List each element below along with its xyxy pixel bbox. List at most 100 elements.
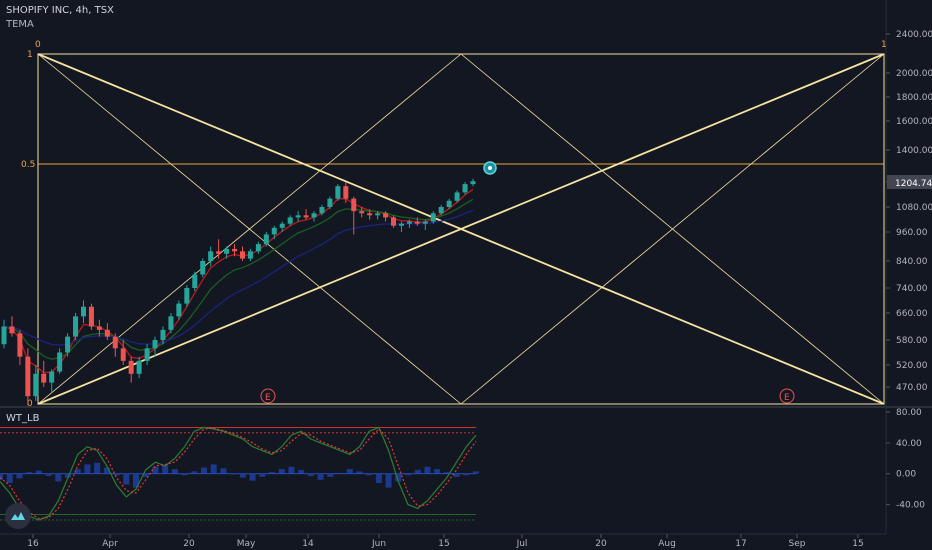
candle[interactable]: [430, 211, 436, 224]
wt-histogram-bar: [16, 473, 23, 479]
wt-lb-panel[interactable]: [0, 426, 479, 521]
candle[interactable]: [239, 246, 245, 262]
candle-body: [232, 248, 238, 252]
candle-body: [446, 200, 452, 207]
candle[interactable]: [438, 204, 444, 216]
candle[interactable]: [367, 209, 373, 220]
candle[interactable]: [263, 232, 269, 247]
candle[interactable]: [351, 196, 357, 235]
candle[interactable]: [144, 344, 150, 365]
candle[interactable]: [176, 300, 182, 320]
fib-label-half: 0.5: [21, 160, 35, 170]
wt-lb-label[interactable]: WT_LB: [6, 413, 40, 424]
candle-body: [152, 340, 158, 349]
earnings-marker-1[interactable]: E: [260, 388, 276, 404]
candle[interactable]: [303, 209, 309, 220]
candle[interactable]: [49, 369, 55, 392]
symbol-title[interactable]: SHOPIFY INC, 4h, TSX: [6, 5, 114, 16]
candle[interactable]: [216, 239, 222, 259]
candle[interactable]: [160, 326, 166, 345]
candle[interactable]: [17, 329, 23, 365]
candle[interactable]: [271, 225, 277, 240]
candle[interactable]: [232, 244, 238, 257]
candle[interactable]: [247, 248, 253, 261]
earnings-marker-label: E: [784, 393, 790, 403]
wt-histogram-bar: [94, 462, 101, 474]
time-tick-label: May: [237, 539, 256, 549]
wt-histogram-bar: [288, 466, 295, 474]
fib-time-zone-box[interactable]: [37, 53, 885, 405]
candle[interactable]: [1, 319, 7, 349]
candle[interactable]: [359, 207, 365, 218]
candle[interactable]: [192, 271, 198, 292]
price-alert-marker[interactable]: [483, 161, 497, 175]
candle[interactable]: [41, 360, 47, 387]
candle[interactable]: [335, 184, 341, 201]
candle[interactable]: [255, 241, 261, 254]
candle[interactable]: [414, 217, 420, 226]
wt-histogram-bar: [210, 464, 217, 474]
candle[interactable]: [25, 348, 31, 406]
candle[interactable]: [88, 303, 94, 330]
candle-body: [184, 288, 190, 304]
wt-histogram-bar: [337, 472, 343, 474]
candle[interactable]: [470, 178, 476, 187]
candle[interactable]: [422, 219, 428, 230]
candle[interactable]: [168, 313, 174, 334]
candle[interactable]: [383, 211, 389, 222]
time-tick-label: 16: [27, 539, 39, 549]
indicator-name[interactable]: TEMA: [6, 19, 34, 30]
candle[interactable]: [343, 182, 349, 203]
wt-lb-axis[interactable]: 80.00 40.00 0.00 -40.00: [886, 408, 925, 511]
candle[interactable]: [96, 319, 102, 337]
candle[interactable]: [279, 221, 285, 232]
candle[interactable]: [446, 198, 452, 210]
candle[interactable]: [80, 300, 86, 324]
candle[interactable]: [287, 215, 293, 226]
price-candles[interactable]: [1, 178, 476, 406]
candle[interactable]: [224, 246, 230, 259]
candle[interactable]: [406, 219, 412, 228]
current-price-badge-bg: [887, 175, 932, 189]
candle[interactable]: [152, 336, 158, 357]
candle-body: [414, 221, 420, 224]
earnings-marker-2[interactable]: E: [779, 388, 795, 404]
candle[interactable]: [398, 221, 404, 232]
candle[interactable]: [208, 246, 214, 267]
candle-body: [287, 217, 293, 224]
candle-body: [96, 326, 102, 330]
time-tick-label: Jul: [516, 539, 528, 549]
earnings-circle-icon: [260, 388, 276, 404]
candle[interactable]: [319, 204, 325, 216]
price-axis[interactable]: 2400.002000.001800.001600.001400.001200.…: [886, 30, 932, 393]
candle-body: [271, 227, 277, 235]
candle[interactable]: [391, 215, 397, 228]
candle[interactable]: [200, 258, 206, 278]
candle[interactable]: [454, 190, 460, 203]
candle[interactable]: [295, 211, 301, 222]
time-axis[interactable]: 16 Apr 20 May 14 Jun 15 Jul 20 Aug 17 Sep 15: [27, 534, 864, 549]
candle[interactable]: [9, 316, 15, 337]
candle[interactable]: [136, 356, 142, 379]
candle-body: [351, 198, 357, 212]
candle[interactable]: [120, 340, 126, 365]
candle[interactable]: [33, 365, 39, 401]
wt-histogram-bar: [278, 469, 285, 474]
candle[interactable]: [57, 348, 63, 374]
candle[interactable]: [65, 333, 71, 357]
candle[interactable]: [104, 323, 110, 340]
candle[interactable]: [73, 313, 79, 340]
candle[interactable]: [128, 356, 134, 383]
wt-histogram-bar: [35, 470, 42, 474]
candle[interactable]: [327, 196, 333, 210]
fib-label-top-left-1: 1: [27, 50, 33, 60]
candle[interactable]: [112, 333, 118, 357]
tradingview-logo-icon[interactable]: [5, 503, 31, 529]
candle[interactable]: [375, 211, 381, 220]
candle[interactable]: [462, 182, 468, 195]
candle[interactable]: [184, 285, 190, 307]
wt-histogram-bar: [152, 466, 159, 474]
candle[interactable]: [311, 211, 317, 222]
